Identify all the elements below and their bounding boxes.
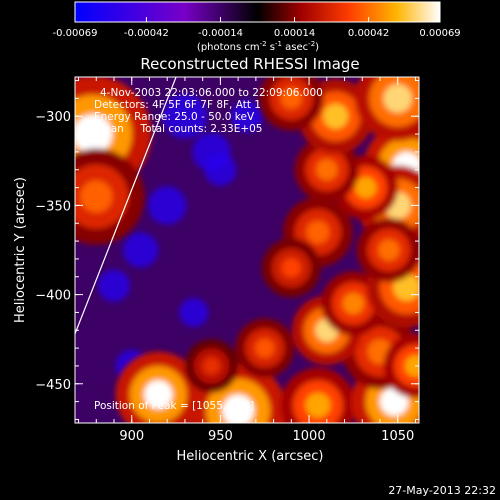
- low-intensity-region: [162, 93, 208, 139]
- x-tick-label: 900: [119, 429, 144, 444]
- low-intensity-region: [123, 232, 159, 268]
- colorbar-tick-label: 0.00042: [348, 28, 389, 39]
- emission-core: [342, 292, 365, 315]
- emission-core: [280, 87, 303, 110]
- emission-core: [383, 84, 412, 113]
- heatmap-image: [75, 77, 419, 423]
- emission-core: [80, 180, 113, 213]
- colorbar-tick-label: -0.00069: [53, 28, 98, 39]
- plot-frame: [74, 76, 420, 424]
- colorbar-unit: (photons cm-2 s-1 asec-2): [197, 40, 319, 53]
- emission-core: [306, 220, 330, 244]
- x-tick-label: 1050: [381, 429, 414, 444]
- colorbar: [74, 1, 441, 23]
- emission-core: [202, 357, 221, 375]
- annotation-detectors: Detectors: 4F 5F 6F 7F 8F, Att 1: [94, 99, 261, 111]
- peak-position-label: Position of Peak = [1055,-328]: [94, 400, 254, 412]
- low-intensity-region: [98, 269, 131, 302]
- annotation-time-range: 4-Nov-2003 22:03:06.000 to 22:09:06.000: [100, 87, 323, 99]
- solar-limb-line: [75, 77, 177, 335]
- low-intensity-region: [231, 100, 263, 133]
- y-axis-label: Heliocentric Y (arcsec): [13, 177, 28, 323]
- emission-core: [305, 392, 331, 418]
- low-intensity-region: [204, 153, 237, 186]
- axes: 900 950 1000 1050 −300 −350 −400 −450: [35, 77, 419, 444]
- emission-core: [323, 103, 349, 129]
- annotation-block: 4-Nov-2003 22:03:06.000 to 22:09:06.000 …: [94, 87, 323, 135]
- y-tick-label: −350: [35, 199, 71, 214]
- footer-timestamp: 27-May-2013 22:32: [388, 484, 496, 497]
- chart-title: Reconstructed RHESSI Image: [140, 55, 359, 73]
- emission-core: [254, 338, 275, 358]
- emission-core: [144, 380, 173, 409]
- emission-core: [378, 239, 400, 261]
- colorbar-ticks: -0.00069 -0.00042 -0.00014 0.00014 0.00042 0.…: [53, 17, 461, 39]
- emission-core: [75, 114, 113, 154]
- emission-core: [404, 355, 419, 377]
- emission-core: [222, 394, 255, 423]
- emission-core: [316, 159, 338, 181]
- colorbar-tick-label: -0.00014: [198, 28, 243, 39]
- annotation-counts: Clean Total counts: 2.33E+05: [94, 123, 263, 135]
- colorbar-tick-label: 0.00069: [419, 28, 460, 39]
- x-axis-label: Heliocentric X (arcsec): [177, 449, 324, 464]
- colorbar-tick-label: -0.00042: [124, 28, 169, 39]
- annotation-energy-range: Energy Range: 25.0 - 50.0 keV: [94, 111, 255, 123]
- low-intensity-region: [179, 298, 209, 327]
- y-tick-label: −300: [35, 110, 71, 125]
- colorbar-tick-label: 0.00014: [274, 28, 315, 39]
- y-tick-label: −400: [35, 289, 71, 304]
- emission-core: [355, 176, 377, 199]
- y-tick-label: −450: [35, 378, 71, 393]
- x-tick-label: 950: [208, 429, 233, 444]
- x-tick-label: 1000: [293, 429, 326, 444]
- low-intensity-region: [148, 186, 187, 225]
- emission-core: [281, 258, 302, 278]
